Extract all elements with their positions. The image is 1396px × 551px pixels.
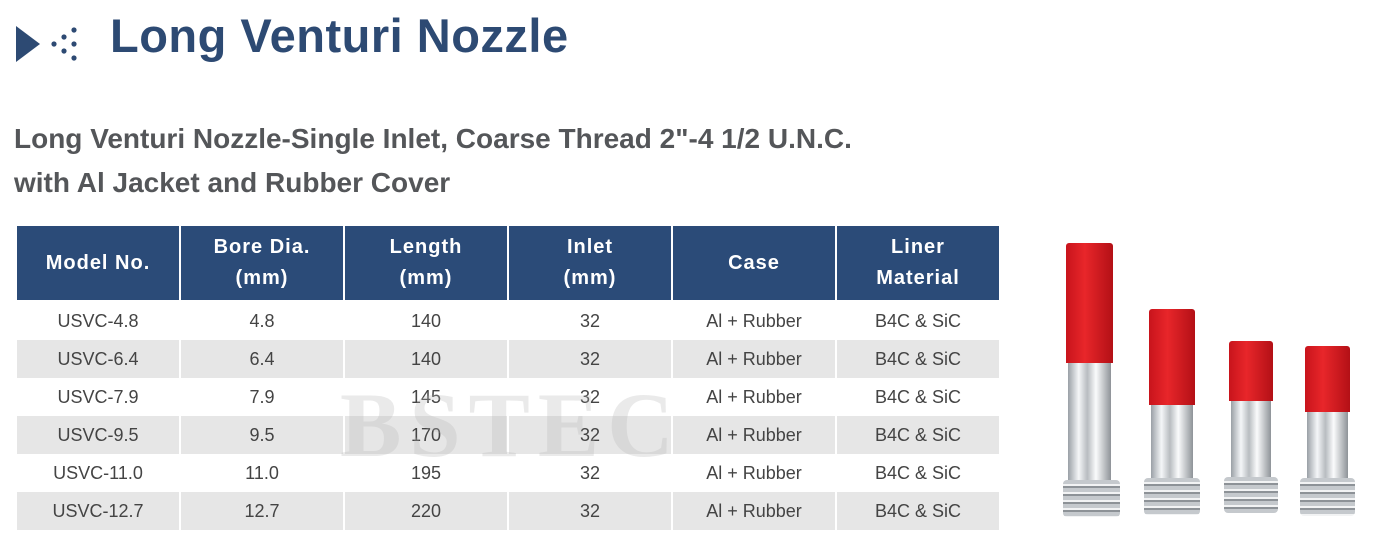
column-header-line-1: Liner bbox=[891, 236, 945, 258]
column-header-line-2: (mm) bbox=[235, 267, 289, 289]
table-cell: B4C & SiC bbox=[837, 340, 999, 378]
table-cell: 32 bbox=[509, 340, 671, 378]
play-dots-icon bbox=[16, 26, 77, 62]
table-row: USVC-7.9 7.9 145 32 Al + Rubber B4C & SiC bbox=[17, 378, 999, 416]
table-cell: 4.8 bbox=[249, 310, 275, 331]
table-cell: B4C & SiC bbox=[874, 386, 962, 407]
column-header: Liner Material bbox=[837, 226, 999, 302]
subtitle-line-2: with Al Jacket and Rubber Cover bbox=[14, 167, 451, 198]
table-row: USVC-4.8 4.8 140 32 Al + Rubber B4C & SiC bbox=[17, 302, 999, 340]
spec-table: Model No. Bore Dia. (mm) Length (mm) Inlet (mm… bbox=[15, 226, 1001, 530]
table-cell: 12.7 bbox=[181, 492, 343, 530]
table-cell: B4C & SiC bbox=[837, 416, 999, 454]
table-cell: Al + Rubber bbox=[673, 340, 835, 378]
table-row: USVC-12.7 12.7 220 32 Al + Rubber B4C & SiC bbox=[17, 492, 999, 530]
product-subtitle: Long Venturi Nozzle-Single Inlet, Coarse… bbox=[14, 117, 852, 205]
column-header-line-1: Bore Dia. bbox=[213, 236, 311, 258]
table-cell: Al + Rubber bbox=[706, 310, 802, 331]
table-cell: 32 bbox=[579, 386, 601, 407]
column-header: Bore Dia. (mm) bbox=[181, 226, 343, 302]
table-cell: 195 bbox=[410, 462, 442, 483]
table-cell: USVC-11.0 bbox=[53, 462, 143, 483]
table-header-row: Model No. Bore Dia. (mm) Length (mm) Inlet (mm… bbox=[17, 226, 999, 302]
table-cell: Al + Rubber bbox=[706, 386, 802, 407]
table-cell: 7.9 bbox=[249, 386, 275, 407]
table-cell: B4C & SiC bbox=[837, 492, 999, 530]
column-header: Case bbox=[673, 226, 835, 302]
table-cell: 11.0 bbox=[245, 462, 279, 483]
column-header-line-2: (mm) bbox=[563, 267, 617, 289]
page-title: Long Venturi Nozzle bbox=[110, 9, 569, 62]
table-cell: USVC-6.4 bbox=[17, 340, 179, 378]
table-cell: 32 bbox=[509, 416, 671, 454]
table-cell: 9.5 bbox=[181, 416, 343, 454]
table-row: USVC-11.0 11.0 195 32 Al + Rubber B4C & SiC bbox=[17, 454, 999, 492]
column-header-line-1: Model No. bbox=[45, 251, 151, 274]
table-cell: 140 bbox=[345, 340, 507, 378]
table-cell: 145 bbox=[410, 386, 442, 407]
subtitle-line-1: Long Venturi Nozzle-Single Inlet, Coarse… bbox=[14, 123, 852, 154]
table-row: USVC-9.5 9.5 170 32 Al + Rubber B4C & SiC bbox=[17, 416, 999, 454]
column-header-line-1: Case bbox=[728, 251, 780, 274]
table-cell: 32 bbox=[509, 492, 671, 530]
table-cell: 220 bbox=[345, 492, 507, 530]
column-header-line-2: Material bbox=[876, 267, 960, 289]
table-cell: Al + Rubber bbox=[706, 462, 802, 483]
table-cell: USVC-9.5 bbox=[17, 416, 179, 454]
table-cell: 32 bbox=[579, 310, 601, 331]
table-cell: B4C & SiC bbox=[874, 310, 962, 331]
table-cell: 140 bbox=[410, 310, 442, 331]
table-cell: 170 bbox=[345, 416, 507, 454]
table-cell: Al + Rubber bbox=[673, 416, 835, 454]
column-header: Model No. bbox=[17, 226, 179, 302]
table-cell: USVC-7.9 bbox=[57, 386, 139, 407]
table-row: USVC-6.4 6.4 140 32 Al + Rubber B4C & SiC bbox=[17, 340, 999, 378]
table-cell: B4C & SiC bbox=[874, 462, 962, 483]
column-header-line-1: Length bbox=[389, 236, 463, 258]
table-cell: 6.4 bbox=[181, 340, 343, 378]
table-cell: 32 bbox=[579, 462, 601, 483]
table-cell: USVC-12.7 bbox=[17, 492, 179, 530]
table-cell: Al + Rubber bbox=[673, 492, 835, 530]
column-header: Inlet (mm) bbox=[509, 226, 671, 302]
table-cell: USVC-4.8 bbox=[57, 310, 139, 331]
column-header-line-2: (mm) bbox=[399, 267, 453, 289]
column-header-line-1: Inlet bbox=[566, 236, 614, 258]
column-header: Length (mm) bbox=[345, 226, 507, 302]
